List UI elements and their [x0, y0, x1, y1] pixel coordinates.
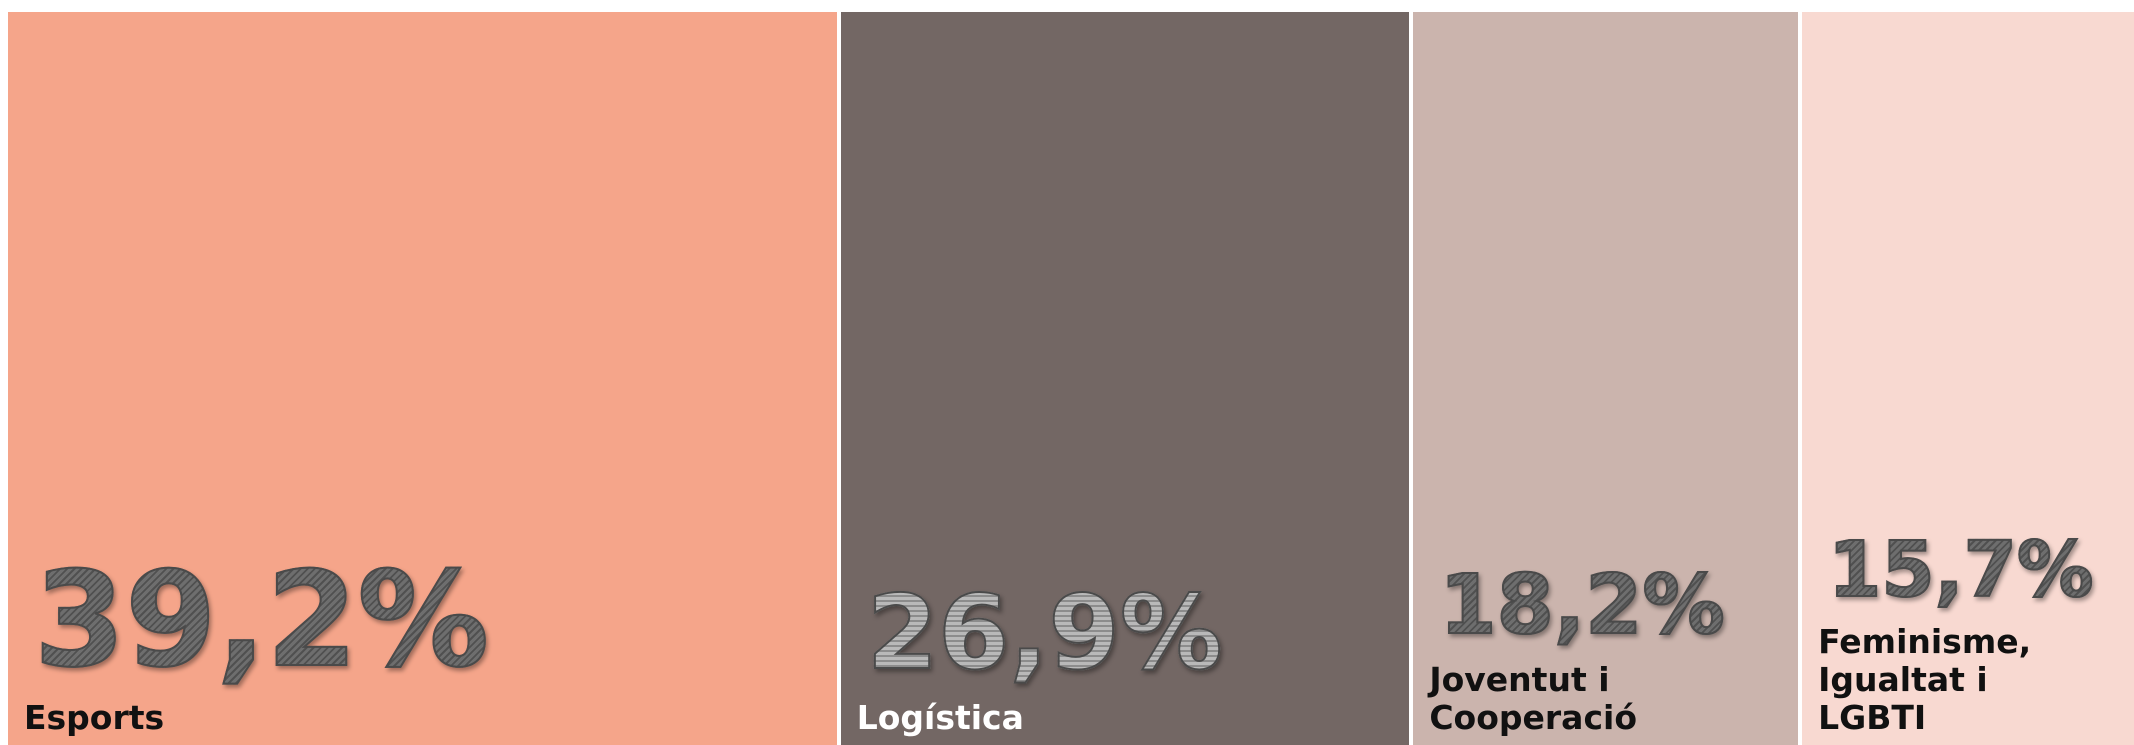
- value-label: 15,7%: [1827, 531, 2104, 610]
- tile: 15,7% Feminisme, Igualtat i LGBTI: [1802, 12, 2134, 745]
- tile: 26,9% Logística: [840, 12, 1410, 745]
- tile: 39,2% Esports: [8, 12, 837, 745]
- category-label: Joventut i Cooperació: [1429, 660, 1637, 738]
- category-label: Esports: [24, 698, 165, 738]
- value-label: 18,2%: [1438, 563, 1768, 648]
- value-label: 39,2%: [33, 553, 807, 686]
- value-label: 26,9%: [866, 581, 1380, 686]
- category-label: Logística: [856, 698, 1024, 738]
- tile: 18,2% Joventut i Cooperació: [1413, 12, 1799, 745]
- category-label: Feminisme, Igualtat i LGBTI: [1818, 622, 2032, 738]
